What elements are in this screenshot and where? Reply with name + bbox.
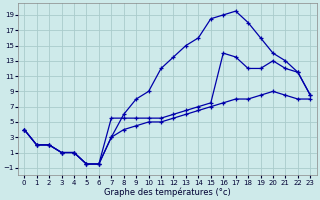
X-axis label: Graphe des températures (°c): Graphe des températures (°c): [104, 187, 231, 197]
